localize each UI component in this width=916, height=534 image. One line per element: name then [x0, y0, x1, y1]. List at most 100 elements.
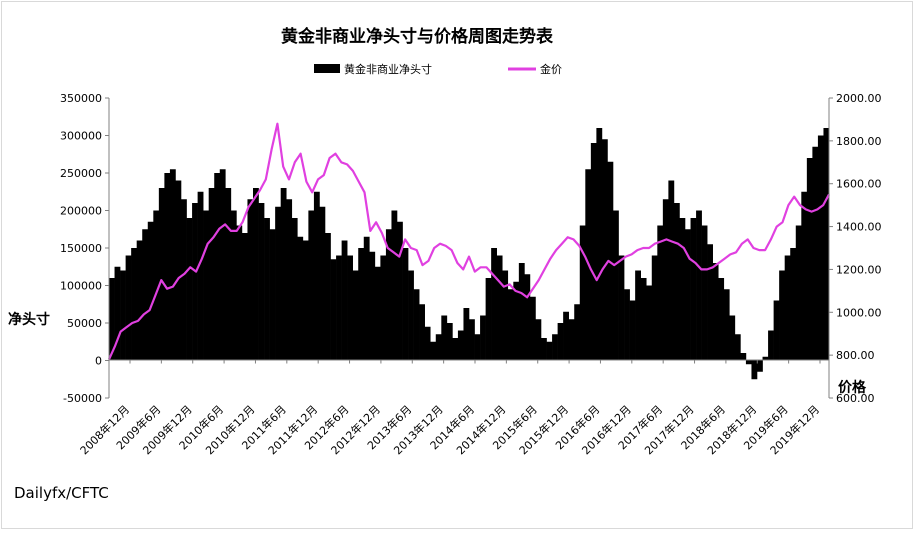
net-position-bar	[236, 225, 243, 361]
net-position-bar	[535, 319, 542, 361]
net-position-bar	[817, 135, 824, 361]
right-tick-label: 1400.00	[836, 221, 882, 234]
net-position-bar	[336, 255, 342, 361]
legend-line-label: 金价	[540, 62, 562, 76]
net-position-bar	[164, 173, 171, 361]
net-position-bar	[679, 218, 686, 361]
net-position-bar	[397, 221, 403, 361]
net-position-bar	[446, 323, 453, 361]
net-position-bar	[158, 188, 165, 361]
net-position-bar	[313, 191, 320, 361]
legend-bar-label: 黄金非商业净头寸	[344, 62, 432, 76]
net-position-bar	[452, 338, 459, 361]
net-position-bar	[502, 270, 509, 361]
net-position-bar	[757, 360, 763, 372]
net-position-bar	[601, 139, 608, 361]
net-position-bar	[579, 225, 586, 361]
net-position-bar	[707, 244, 713, 361]
legend: 黄金非商业净头寸 金价	[314, 62, 562, 76]
net-position-bar	[341, 240, 348, 361]
net-position-bar	[518, 263, 525, 361]
net-position-bar	[795, 225, 802, 361]
left-axis-ticks: -50000 0 50000 100000 150000 200000 250000 3000…	[60, 92, 109, 405]
gold-price-line	[107, 122, 830, 360]
net-position-bar	[219, 169, 226, 361]
left-tick-label: 300000	[60, 130, 102, 143]
net-position-bar	[463, 308, 470, 361]
net-position-bar	[435, 334, 442, 361]
left-tick-label: 50000	[67, 317, 102, 330]
left-tick-label: -50000	[63, 392, 102, 405]
net-position-bar	[485, 278, 492, 361]
net-position-bar	[524, 274, 531, 361]
net-position-bar	[125, 255, 132, 361]
net-position-bar	[275, 206, 281, 361]
right-tick-label: 1000.00	[836, 306, 882, 319]
net-position-bar	[557, 323, 564, 361]
chart-title: 黄金非商业净头寸与价格周图走势表	[281, 26, 554, 47]
net-position-bar	[147, 221, 154, 361]
net-position-bar	[751, 360, 758, 380]
net-position-bar	[264, 218, 270, 361]
net-position-bar	[385, 229, 392, 361]
net-position-bar	[613, 210, 619, 361]
net-position-bar	[175, 180, 182, 361]
net-position-bar	[363, 236, 370, 361]
net-position-bar	[474, 334, 481, 361]
net-position-bar	[186, 218, 193, 361]
right-axis-title: 价格	[838, 379, 867, 396]
x-axis-ticks: 2008年12月2009年6月2009年12月2010年6月2010年12月20…	[77, 360, 822, 457]
net-position-bar	[590, 143, 597, 361]
net-position-bar	[391, 210, 398, 361]
net-position-bar	[657, 225, 664, 361]
net-position-bar	[258, 203, 265, 361]
net-position-bar	[784, 255, 791, 361]
net-position-bar	[347, 255, 353, 361]
net-position-bar	[712, 263, 719, 361]
net-position-bar	[718, 278, 725, 361]
net-position-bar	[352, 270, 359, 361]
net-position-bar	[291, 218, 298, 361]
net-position-bar	[635, 270, 641, 361]
net-position-bar	[419, 304, 425, 361]
net-position-bar	[812, 146, 819, 361]
right-tick-label: 2000.00	[836, 92, 882, 105]
net-position-bar	[408, 270, 414, 361]
net-position-bar	[629, 300, 636, 361]
net-position-bar	[596, 128, 603, 361]
net-position-bar	[109, 278, 115, 361]
net-position-bar	[325, 233, 331, 361]
net-position-bar	[402, 248, 409, 361]
net-position-bar	[668, 180, 675, 361]
net-position-bar	[330, 259, 337, 361]
right-tick-label: 1200.00	[836, 263, 882, 276]
net-position-bar	[740, 353, 747, 361]
left-tick-label: 200000	[60, 205, 102, 218]
net-position-bar	[374, 266, 381, 361]
net-position-bar	[563, 311, 569, 361]
net-position-bar	[269, 229, 276, 361]
net-position-bar	[729, 315, 736, 361]
net-position-bar	[618, 255, 625, 361]
net-position-bar	[136, 240, 143, 361]
net-position-bar	[507, 289, 514, 361]
net-position-bar	[203, 210, 209, 361]
net-position-bar	[424, 326, 431, 361]
net-position-bar	[114, 266, 121, 361]
net-position-bar	[230, 210, 237, 361]
net-position-bar	[662, 199, 669, 361]
net-position-bar	[169, 169, 176, 361]
net-position-bar	[646, 285, 653, 361]
net-position-bar	[369, 251, 376, 361]
net-position-bar	[308, 210, 315, 361]
net-position-bar	[247, 199, 254, 361]
net-position-bar	[131, 248, 137, 361]
net-position-bar	[319, 206, 326, 361]
left-tick-label: 250000	[60, 167, 102, 180]
net-position-bar	[491, 248, 497, 361]
left-tick-label: 350000	[60, 92, 102, 105]
net-position-bar	[624, 289, 630, 361]
net-position-bar	[801, 191, 808, 361]
net-position-bar	[823, 128, 830, 361]
